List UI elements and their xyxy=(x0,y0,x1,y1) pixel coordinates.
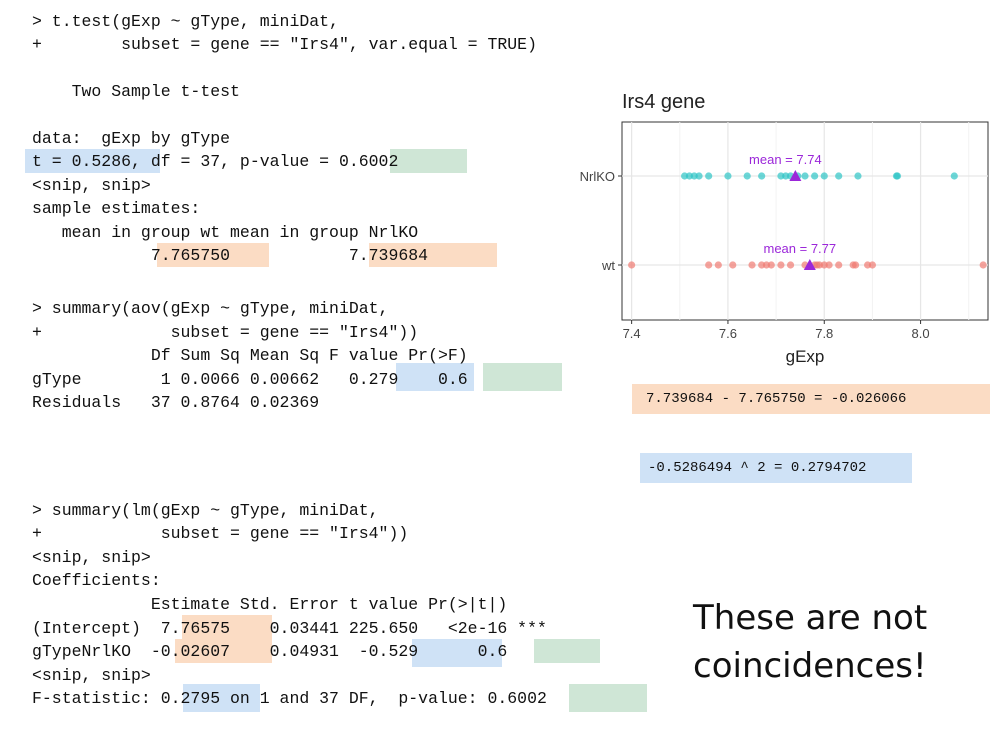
data-point-wt xyxy=(835,261,843,269)
data-point-wt xyxy=(825,261,833,269)
data-point-wt xyxy=(851,261,860,269)
ttest-line-9: 7.765750 7.739684 xyxy=(32,246,429,265)
ttest-line-2: + subset = gene == "Irs4", var.equal = T… xyxy=(32,35,537,54)
data-point-wt xyxy=(628,261,636,269)
highlight-f-statistic xyxy=(183,684,260,712)
data-point-nrlko xyxy=(811,172,819,180)
data-point-nrlko xyxy=(695,172,703,180)
data-point-nrlko xyxy=(820,172,828,180)
lm-line-4: Coefficients: xyxy=(32,571,161,590)
x-tick-label: 7.8 xyxy=(815,326,833,341)
data-point-nrlko xyxy=(893,172,902,180)
lm-line-9: F-statistic: 0.2795 on 1 and 37 DF, p-va… xyxy=(32,689,547,708)
data-point-wt xyxy=(786,261,795,269)
x-tick-label: 7.4 xyxy=(623,326,641,341)
data-point-nrlko xyxy=(724,172,732,180)
highlight-t-value xyxy=(412,639,502,667)
data-point-nrlko xyxy=(835,172,843,180)
anova-line-3: Df Sum Sq Mean Sq F value Pr(>F) xyxy=(32,346,468,365)
highlight-slope xyxy=(175,639,272,663)
mean-label-wt: mean = 7.77 xyxy=(763,241,836,256)
data-point-nrlko xyxy=(743,172,751,180)
ttest-line-7: sample estimates: xyxy=(32,199,201,218)
data-point-wt xyxy=(729,261,737,269)
data-point-wt xyxy=(767,261,775,269)
x-tick-label: 7.6 xyxy=(719,326,737,341)
data-point-wt xyxy=(714,261,722,269)
highlight-f-value xyxy=(396,363,474,391)
irs4-scatter-chart: Irs4 gene 7.4 7.6 7.8 8.0 gExp NrlKO wt mean = 7… xyxy=(560,82,1000,382)
y-tick-label-nrlko: NrlKO xyxy=(580,169,615,184)
data-point-nrlko xyxy=(758,172,766,180)
takeaway-line-2: coincidences! xyxy=(693,646,927,686)
data-point-wt xyxy=(868,261,877,269)
mean-marker-nrlko xyxy=(789,170,802,181)
lm-line-2: + subset = gene == "Irs4")) xyxy=(32,524,409,543)
highlight-intercept xyxy=(182,615,272,643)
data-point-nrlko xyxy=(950,172,958,180)
highlight-mean-wt xyxy=(157,243,269,267)
highlight-aov-pvalue xyxy=(483,363,562,391)
y-tick-label-wt: wt xyxy=(601,258,615,273)
lm-line-7: gTypeNrlKO -0.02607 0.04931 -0.529 0.6 xyxy=(32,642,508,661)
x-axis-label: gExp xyxy=(786,347,825,366)
lm-line-3: <snip, snip> xyxy=(32,548,151,567)
data-point-wt xyxy=(777,261,785,269)
anova-line-2: + subset = gene == "Irs4")) xyxy=(32,323,419,342)
lm-line-5: Estimate Std. Error t value Pr(>|t|) xyxy=(32,595,508,614)
plot-panel xyxy=(621,121,989,321)
data-point-wt xyxy=(979,261,987,269)
data-point-wt xyxy=(748,261,756,269)
ttest-line-8: mean in group wt mean in group NrlKO xyxy=(32,223,419,242)
square-calculation: -0.5286494 ^ 2 = 0.2794702 xyxy=(640,453,912,483)
highlight-mean-nrlko xyxy=(369,243,497,267)
ttest-line-6: <snip, snip> xyxy=(32,176,151,195)
mean-label-nrlko: mean = 7.74 xyxy=(749,152,822,167)
data-point-nrlko xyxy=(801,172,809,180)
anova-line-1: > summary(aov(gExp ~ gType, miniDat, xyxy=(32,299,389,318)
ttest-line-3: Two Sample t-test xyxy=(32,82,240,101)
ttest-line-4: data: gExp by gType xyxy=(32,129,231,148)
data-point-nrlko xyxy=(705,172,713,180)
chart-title: Irs4 gene xyxy=(622,91,705,113)
lm-line-6: (Intercept) 7.76575 0.03441 225.650 <2e-… xyxy=(32,619,547,638)
anova-line-5: Residuals 37 0.8764 0.02369 xyxy=(32,393,320,412)
anova-line-4: gType 1 0.0066 0.00662 0.279 0.6 xyxy=(32,370,468,389)
ttest-line-1: > t.test(gExp ~ gType, miniDat, xyxy=(32,12,339,31)
ttest-line-5: t = 0.5286, df = 37, p-value = 0.6002 xyxy=(32,152,399,171)
data-point-nrlko xyxy=(854,172,862,180)
takeaway-text: These are not coincidences! xyxy=(693,594,927,690)
highlight-lm-pvalue xyxy=(534,639,600,663)
x-tick-label: 8.0 xyxy=(912,326,930,341)
lm-line-1: > summary(lm(gExp ~ gType, miniDat, xyxy=(32,501,379,520)
highlight-t-stat xyxy=(25,149,160,173)
highlight-ttest-pvalue xyxy=(390,149,467,173)
data-point-wt xyxy=(705,261,713,269)
diff-calculation: 7.739684 - 7.765750 = -0.026066 xyxy=(632,384,990,414)
lm-line-8: <snip, snip> xyxy=(32,666,151,685)
takeaway-line-1: These are not xyxy=(693,598,928,638)
mean-marker-wt xyxy=(803,259,816,270)
highlight-lm-f-pvalue xyxy=(569,684,647,712)
